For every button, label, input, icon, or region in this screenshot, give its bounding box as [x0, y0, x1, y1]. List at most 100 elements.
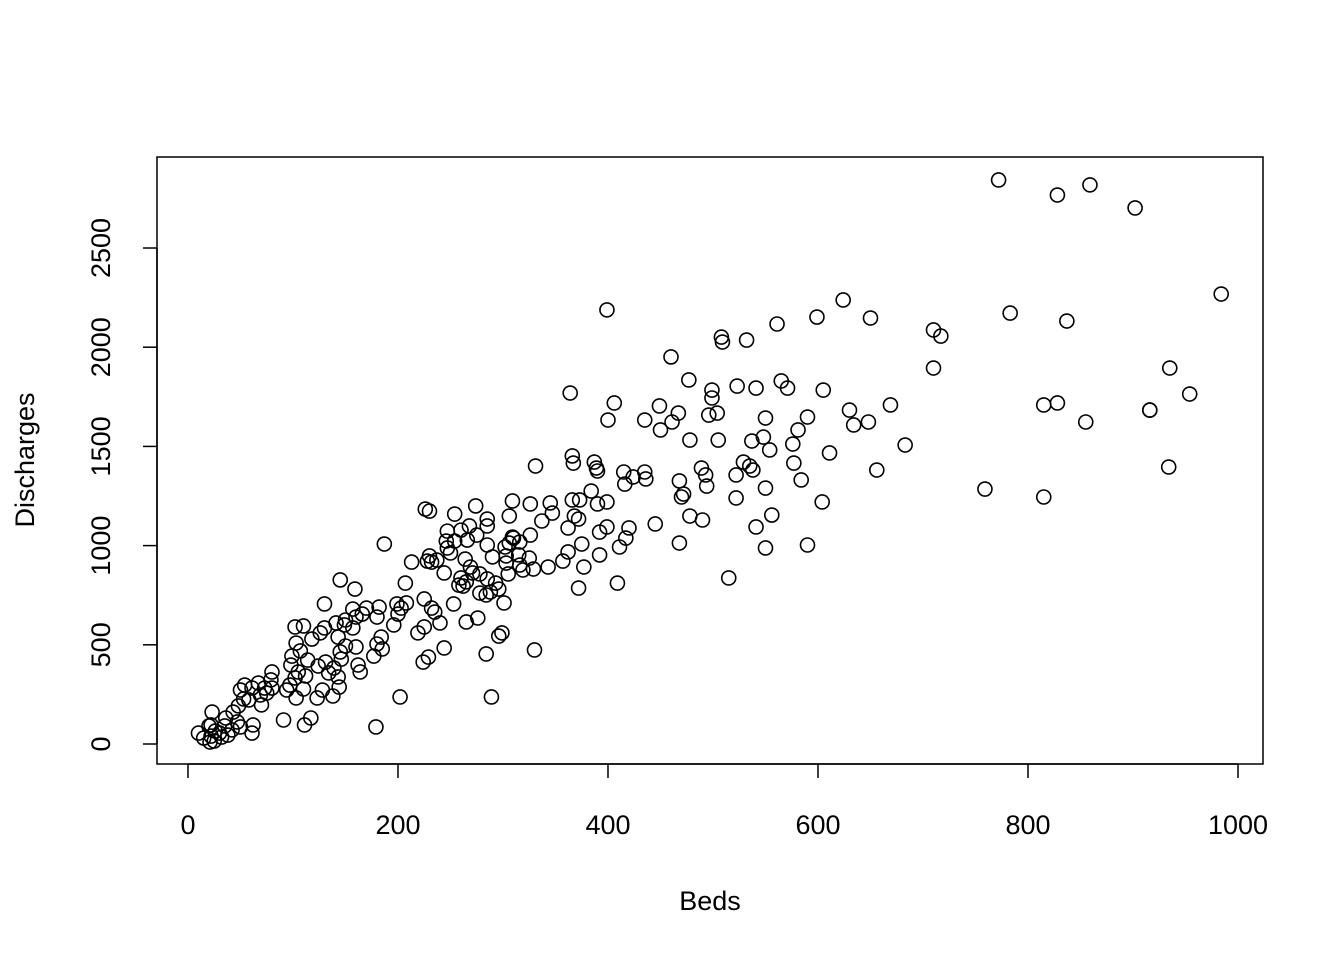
point	[583, 483, 599, 499]
point	[483, 689, 500, 705]
point	[897, 437, 913, 453]
point	[390, 606, 406, 622]
point	[373, 629, 389, 645]
point	[494, 625, 510, 641]
point	[288, 635, 304, 651]
point	[479, 537, 496, 553]
point	[1127, 200, 1143, 216]
point	[882, 397, 899, 413]
point	[821, 445, 838, 461]
point	[1161, 360, 1178, 376]
point	[779, 380, 796, 396]
point	[376, 536, 393, 552]
point	[682, 432, 698, 448]
point	[744, 433, 760, 449]
point	[694, 512, 711, 528]
point	[571, 492, 588, 508]
point	[501, 508, 518, 524]
x-tick-label: 600	[795, 810, 840, 840]
point	[479, 518, 496, 534]
point	[1049, 187, 1066, 203]
point	[704, 390, 720, 406]
point	[621, 520, 637, 536]
point	[332, 644, 349, 660]
point	[925, 360, 942, 376]
point	[446, 506, 463, 522]
point	[453, 570, 469, 586]
point	[478, 587, 494, 603]
point	[814, 494, 830, 510]
point	[570, 580, 587, 596]
x-tick-label: 200	[375, 810, 420, 840]
point	[345, 620, 361, 636]
point	[589, 463, 606, 479]
point	[709, 405, 725, 421]
point	[761, 442, 778, 458]
point	[755, 429, 772, 445]
point	[741, 458, 758, 474]
point	[868, 462, 885, 478]
point	[636, 464, 653, 480]
point	[220, 727, 236, 743]
point	[275, 712, 292, 728]
point	[347, 581, 363, 597]
point	[504, 529, 521, 545]
point	[206, 733, 223, 749]
point	[565, 455, 582, 471]
point	[432, 615, 448, 631]
point	[397, 575, 414, 591]
point	[562, 385, 578, 401]
point	[201, 718, 217, 734]
point	[522, 527, 539, 543]
point	[232, 682, 249, 698]
point	[611, 539, 628, 555]
point	[564, 492, 581, 508]
point	[287, 619, 303, 635]
point	[609, 575, 626, 591]
point	[664, 414, 680, 430]
point	[720, 570, 737, 586]
point	[245, 717, 261, 733]
point	[403, 554, 420, 570]
point	[573, 536, 590, 552]
point	[860, 414, 877, 430]
point	[317, 654, 334, 670]
point	[213, 729, 230, 745]
point	[244, 680, 260, 696]
point	[815, 382, 832, 398]
point	[542, 495, 559, 511]
point	[336, 617, 353, 633]
point	[809, 309, 825, 325]
point	[416, 619, 433, 635]
point	[426, 604, 443, 620]
point	[714, 334, 731, 350]
point	[790, 422, 806, 438]
point	[560, 544, 576, 560]
point	[374, 641, 391, 657]
point	[416, 591, 433, 607]
point	[728, 490, 744, 506]
point	[784, 436, 801, 452]
point	[278, 682, 295, 698]
point	[570, 511, 587, 527]
point	[845, 417, 862, 433]
point	[698, 478, 715, 494]
point	[1002, 305, 1018, 321]
point	[1181, 386, 1198, 402]
point	[521, 550, 538, 566]
point	[326, 660, 342, 676]
point	[933, 328, 949, 344]
point	[729, 378, 745, 394]
point	[799, 409, 816, 425]
point	[368, 719, 384, 735]
x-axis-label: Beds	[679, 886, 741, 916]
point	[977, 481, 993, 497]
point	[745, 462, 761, 478]
point	[793, 472, 809, 488]
point	[423, 554, 440, 570]
point	[527, 458, 544, 474]
point	[472, 585, 488, 601]
point	[1059, 313, 1075, 329]
point	[458, 574, 475, 590]
